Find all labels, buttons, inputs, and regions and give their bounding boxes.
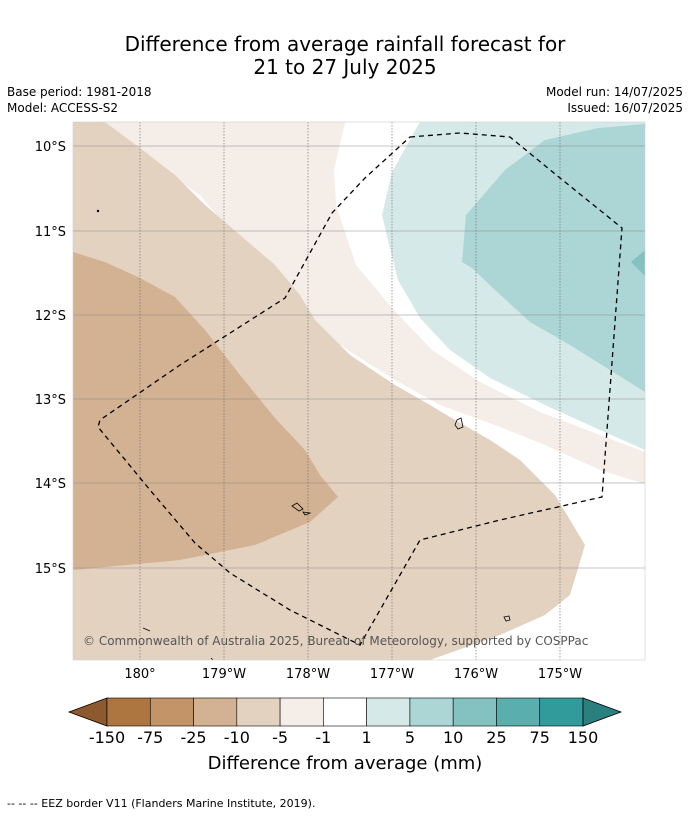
longitude-label: 175°W (538, 667, 582, 682)
latitude-label: 13°S (35, 393, 66, 408)
colorbar-tick-label: 25 (486, 728, 507, 747)
colorbar-segment (279, 697, 324, 727)
colorbar-arrow-right (582, 697, 623, 727)
model-name: Model: ACCESS-S2 (7, 101, 119, 115)
model-run: Model run: 14/07/2025 (545, 85, 683, 99)
colorbar-tick-label: -25 (180, 728, 207, 747)
colorbar-tick-label: -1 (315, 728, 332, 747)
colorbar-segment (193, 697, 238, 727)
map-title-line1: Difference from average rainfall forecas… (124, 32, 566, 56)
colorbar-tick-label: 10 (442, 728, 464, 747)
base-period: Base period: 1981-2018 (7, 85, 152, 99)
latitude-label: 10°S (35, 140, 66, 155)
map-frame (72, 121, 646, 661)
colorbar-segment (106, 697, 151, 727)
colorbar-segment (452, 697, 497, 727)
map-gridlines (73, 122, 645, 660)
longitude-labels: 180° 179°W 178°W 177°W 176°W 175°W (124, 667, 582, 682)
colorbar-tick-label: -150 (88, 728, 126, 747)
colorbar-tick-label: -75 (137, 728, 164, 747)
longitude-label: 177°W (370, 667, 414, 682)
colorbar-segment (149, 697, 194, 727)
colorbar-arrow-left (67, 697, 108, 727)
colorbar-tick-label: 1 (361, 728, 372, 747)
copyright-notice: © Commonwealth of Australia 2025, Bureau… (83, 634, 588, 648)
field-minus25-to-minus10 (73, 252, 338, 570)
island-outline (454, 417, 464, 430)
longitude-label: 180° (124, 667, 155, 682)
colorbar-tick-label: -5 (272, 728, 289, 747)
island-outline (291, 502, 304, 512)
colorbar (67, 697, 623, 727)
colorbar-segment (496, 697, 541, 727)
island-outline (96, 209, 100, 213)
field-10-to-25 (631, 250, 645, 276)
colorbar-segment (409, 697, 454, 727)
colorbar-tick-label: -10 (223, 728, 250, 747)
colorbar-segment (539, 697, 584, 727)
colorbar-tick-label: 5 (404, 728, 415, 747)
longitude-label: 178°W (286, 667, 330, 682)
longitude-label: 179°W (202, 667, 246, 682)
eez-footnote: -- -- -- EEZ border V11 (Flanders Marine… (7, 797, 316, 810)
island-outlines (96, 209, 511, 661)
island-outline (142, 627, 151, 632)
colorbar-segment (236, 697, 281, 727)
island-outline (210, 657, 214, 661)
latitude-label: 11°S (35, 225, 66, 240)
issued-date: Issued: 16/07/2025 (567, 101, 683, 115)
latitude-labels: 10°S 11°S 12°S 13°S 14°S 15°S (35, 140, 66, 577)
map-field (73, 122, 645, 660)
latitude-label: 15°S (35, 562, 66, 577)
colorbar-segment (323, 697, 367, 727)
latitude-label: 12°S (35, 309, 66, 324)
island-outline (302, 511, 312, 516)
colorbar-tick-label: 75 (529, 728, 550, 747)
island-outline (503, 615, 511, 622)
field-5-to-10 (462, 124, 645, 392)
colorbar-title: Difference from average (mm) (207, 753, 483, 774)
longitude-label: 176°W (454, 667, 498, 682)
colorbar-tick-label: 150 (567, 728, 599, 747)
latitude-label: 14°S (35, 477, 66, 492)
colorbar-segment (366, 697, 411, 727)
map-title-line2: 21 to 27 July 2025 (253, 55, 437, 79)
